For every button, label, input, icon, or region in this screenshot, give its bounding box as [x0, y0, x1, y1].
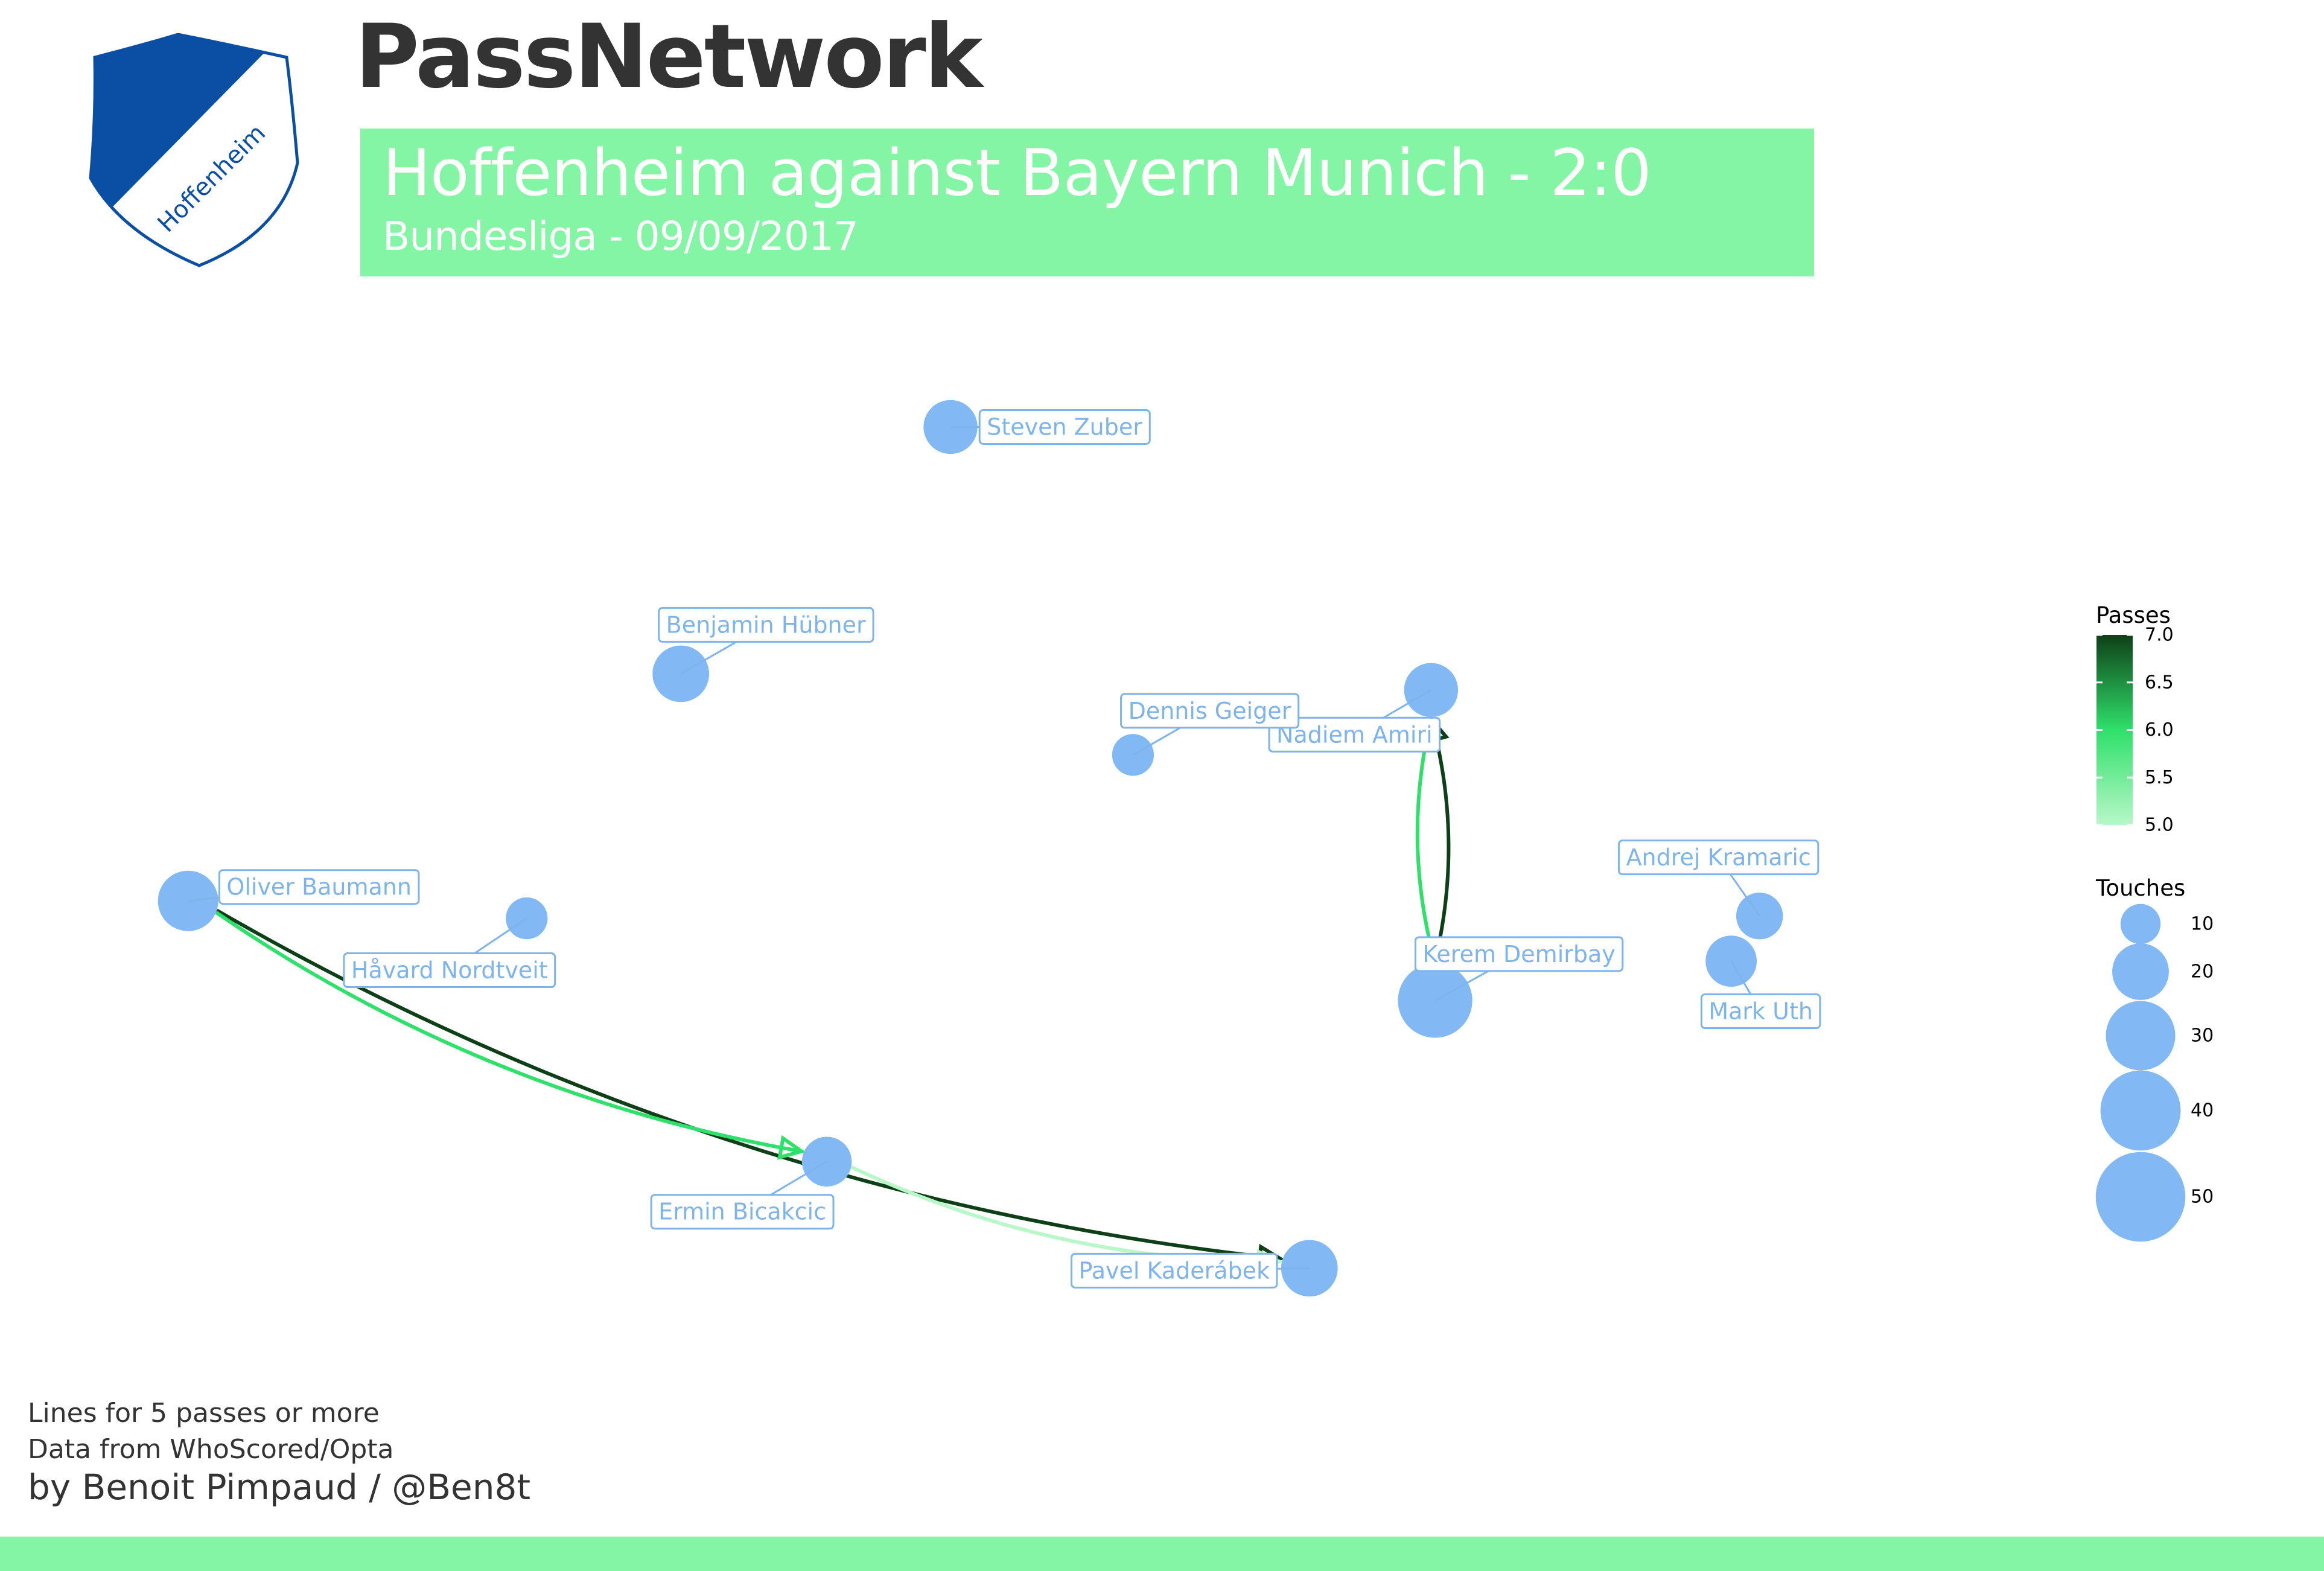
match-subtitle: Bundesliga - 09/09/2017 [383, 213, 859, 260]
touches-key-circle-30 [2106, 1001, 2176, 1071]
player-label-ermin-bicakcic-text: Ermin Bicakcic [658, 1199, 826, 1225]
source-note: Data from WhoScored/Opta [28, 1434, 394, 1465]
player-label-mark-uth: Mark Uth [1700, 960, 1821, 1030]
player-label-benjamin-hubner-box [658, 607, 874, 643]
passes-legend-title: Passes [2096, 602, 2171, 628]
touches-key-label-40: 40 [2191, 1100, 2214, 1121]
player-label-oliver-baumann-box [218, 869, 420, 905]
player-label-nadiem-amiri: Nadiem Amiri [1268, 689, 1441, 753]
match-banner: Hoffenheim against Bayern Munich - 2:0 B… [360, 129, 1814, 276]
pass-line-ermin-bicakcic-to-pavel-kaderabek [850, 1165, 1280, 1264]
player-label-nadiem-amiri-text: Nadiem Amiri [1276, 721, 1433, 748]
player-label-ermin-bicakcic-box [650, 1194, 835, 1230]
footer-bar [0, 1537, 2324, 1571]
pass-line-oliver-baumann-to-ermin-bicakcic-arrowhead [777, 1135, 806, 1160]
threshold-note: Lines for 5 passes or more [28, 1398, 380, 1429]
passes-tick-label-6-5: 6.5 [2145, 672, 2174, 693]
player-label-dennis-geiger-text: Dennis Geiger [1129, 698, 1291, 724]
player-label-oliver-baumann-text: Oliver Baumann [226, 874, 412, 900]
player-node-havard-nordtveit [506, 897, 548, 940]
player-label-steven-zuber-text: Steven Zuber [987, 413, 1142, 440]
pass-lines [215, 715, 1451, 1275]
player-label-havard-nordtveit-box [343, 952, 556, 989]
tsg-hoffenheim-crest-icon: TSG 1899 Hoffenheim [89, 33, 299, 267]
touches-key-label-20: 20 [2191, 961, 2214, 983]
pass-line-oliver-baumann-to-pavel-kaderabek [215, 908, 1281, 1261]
touches-legend-title: Touches [2095, 875, 2185, 901]
page-title: PassNetwork [355, 5, 983, 108]
player-label-pavel-kaderabek-box [1071, 1252, 1278, 1289]
touches-key-label-10: 10 [2191, 914, 2214, 935]
player-node-mark-uth [1705, 935, 1757, 987]
player-node-andrej-kramaric [1736, 892, 1783, 940]
player-label-nadiem-amiri-box [1268, 716, 1441, 753]
author-credit: by Benoit Pimpaud / @Ben8t [28, 1467, 531, 1508]
player-node-pavel-kaderabek [1281, 1240, 1338, 1297]
player-label-ermin-bicakcic: Ermin Bicakcic [650, 1161, 835, 1230]
touches-key-circle-20 [2112, 943, 2169, 1000]
passes-tick-label-5-5: 5.5 [2145, 767, 2174, 788]
player-label-kerem-demirbay: Kerem Demirbay [1414, 936, 1624, 1002]
player-label-steven-zuber: Steven Zuber [950, 409, 1151, 445]
player-nodes [158, 400, 1783, 1297]
player-label-kerem-demirbay-box [1414, 936, 1624, 972]
club-crest: TSG 1899 Hoffenheim [88, 33, 308, 272]
player-label-andrej-kramaric: Andrej Kramaric [1618, 840, 1819, 917]
player-label-pavel-kaderabek: Pavel Kaderábek [1071, 1252, 1310, 1289]
pass-line-nadiem-amiri-to-kerem-demirbay [1415, 716, 1437, 961]
player-label-oliver-baumann: Oliver Baumann [188, 869, 420, 905]
player-label-benjamin-hubner: Benjamin Hübner [658, 607, 874, 675]
pass-line-oliver-baumann-to-ermin-bicakcic [215, 911, 802, 1153]
passes-tick-label-5-0: 5.0 [2145, 815, 2174, 836]
player-label-benjamin-hubner-text: Benjamin Hübner [666, 611, 866, 638]
touches-key-circle-50 [2095, 1152, 2186, 1242]
touches-key-circle-40 [2100, 1070, 2181, 1151]
player-label-havard-nordtveit: Håvard Nordtveit [343, 917, 556, 989]
player-label-kerem-demirbay-text: Kerem Demirbay [1422, 941, 1615, 967]
player-label-dennis-geiger-box [1120, 693, 1300, 729]
match-title: Hoffenheim against Bayern Munich - 2:0 [383, 136, 1652, 210]
player-label-andrej-kramaric-box [1618, 840, 1819, 876]
player-labels: Steven Zuber Benjamin Hübner Nadiem AmiriD… [188, 409, 1821, 1289]
player-label-dennis-geiger: Dennis Geiger [1120, 693, 1300, 756]
player-label-pavel-kaderabek-text: Pavel Kaderábek [1079, 1257, 1270, 1284]
player-label-steven-zuber-box [978, 409, 1151, 445]
chart-legend: Passes 7.0 6.5 6.0 5.5 5.0 Touches 10 20 30 40 5… [2095, 602, 2214, 1242]
pass-line-kerem-demirbay-to-nadiem-amiri [1430, 719, 1451, 964]
touches-key-circle-10 [2120, 903, 2161, 945]
player-label-andrej-kramaric-text: Andrej Kramaric [1626, 844, 1811, 871]
player-label-mark-uth-box [1700, 993, 1821, 1030]
touches-key-label-30: 30 [2191, 1025, 2214, 1047]
touches-key-label-50: 50 [2191, 1187, 2214, 1208]
passes-tick-label-6-0: 6.0 [2145, 719, 2174, 741]
passes-tick-label-7-0: 7.0 [2145, 625, 2174, 646]
player-label-mark-uth-text: Mark Uth [1708, 998, 1813, 1025]
passes-legend-ticks: 7.0 6.5 6.0 5.5 5.0 [2096, 625, 2174, 836]
player-label-havard-nordtveit-text: Håvard Nordtveit [351, 957, 548, 984]
touches-legend-keys: 10 20 30 40 50 [2095, 903, 2214, 1242]
